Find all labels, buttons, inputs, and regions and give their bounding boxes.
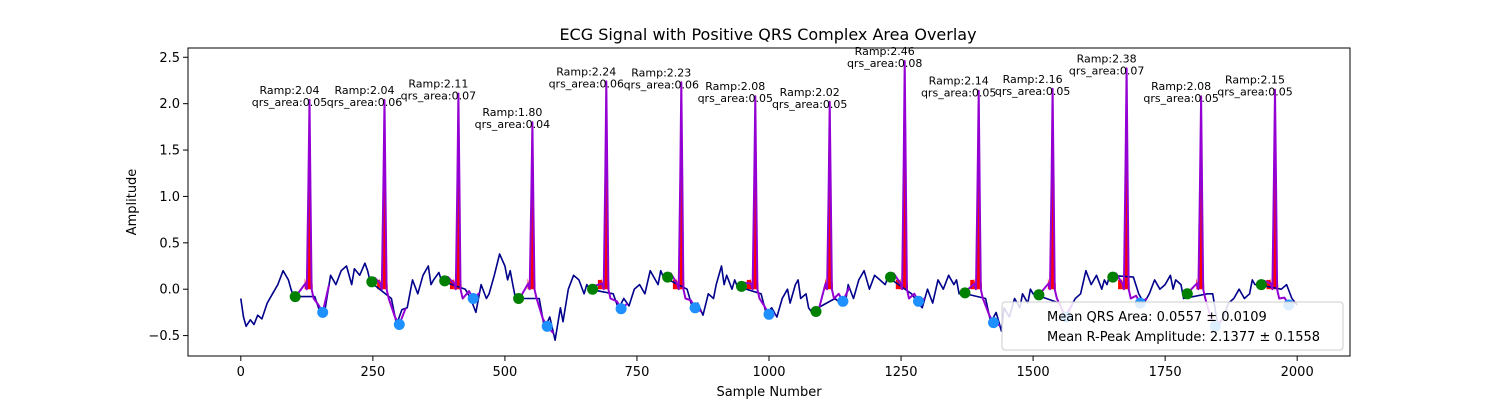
qrs-segment-12	[1112, 67, 1142, 304]
qrs-segment-9	[889, 60, 920, 302]
x-axis-title: Sample Number	[716, 385, 822, 400]
beat-label-ramp-1: Ramp:2.04	[259, 84, 319, 97]
q-point-marker-8	[810, 306, 822, 317]
beat-label-ramp-14: Ramp:2.15	[1225, 74, 1285, 87]
beat-label-qrs-area-14: qrs_area:0.05	[1217, 86, 1292, 99]
beat-label-qrs-area-10: qrs_area:0.05	[921, 87, 996, 100]
s-point-marker-3	[467, 293, 479, 304]
q-point-marker-7	[736, 280, 747, 292]
chart-title: ECG Signal with Positive QRS Complex Are…	[559, 25, 976, 44]
q-point-marker-5	[587, 283, 599, 295]
x-tick-label: 1000	[752, 365, 785, 380]
y-tick-label: −0.5	[148, 329, 180, 344]
beat-label-qrs-area-3: qrs_area:0.07	[401, 90, 476, 103]
y-tick-label: 1.0	[159, 190, 180, 205]
x-tick-label: 750	[625, 365, 650, 380]
y-tick-label: 0.5	[159, 236, 180, 251]
q-point-marker-3	[439, 275, 451, 287]
y-tick-label: 2.5	[159, 51, 180, 66]
y-tick-label: 1.5	[159, 144, 180, 159]
s-point-marker-5	[615, 303, 627, 315]
beat-label-qrs-area-5: qrs_area:0.06	[549, 77, 624, 90]
x-tick-label: 500	[492, 365, 517, 380]
y-axis: −0.5 0.0 0.5 1.0 1.5 2.0 2.5	[148, 51, 188, 344]
s-point-marker-10	[988, 317, 999, 329]
beat-label-qrs-area-2: qrs_area:0.06	[327, 96, 402, 109]
x-tick-label: 250	[360, 365, 385, 380]
beat-label-qrs-area-1: qrs_area:0.05	[252, 96, 327, 109]
beat-label-qrs-area-11: qrs_area:0.05	[995, 85, 1070, 98]
qrs-area-shoulder-14	[1266, 279, 1271, 290]
s-point-marker-8	[837, 295, 849, 307]
q-point-marker-1	[289, 291, 301, 303]
y-tick-label: 2.0	[159, 97, 180, 112]
s-point-marker-1	[317, 306, 329, 318]
qrs-segment-2	[371, 99, 401, 325]
qrs-area-shoulder-12	[1118, 279, 1122, 290]
qrs-segment-4	[517, 121, 549, 327]
q-point-marker-14	[1255, 279, 1267, 291]
legend-entry-r-peak: Mean R-Peak Amplitude: 2.1377 ± 0.1558	[1047, 330, 1320, 345]
beat-label-qrs-area-12: qrs_area:0.07	[1069, 64, 1144, 77]
beat-label-ramp-11: Ramp:2.16	[1003, 73, 1063, 86]
beat-label-qrs-area-7: qrs_area:0.05	[698, 92, 773, 105]
x-tick-label: 1750	[1149, 365, 1182, 380]
s-point-marker-6	[689, 302, 701, 314]
beat-label-qrs-area-4: qrs_area:0.04	[475, 118, 550, 131]
beat-label-qrs-area-6: qrs_area:0.06	[624, 78, 699, 91]
y-tick-label: 0.0	[159, 283, 180, 298]
qrs-area-shoulder-7	[746, 279, 751, 290]
beat-label-qrs-area-9: qrs_area:0.08	[847, 57, 922, 70]
beat-label-ramp-4: Ramp:1.80	[482, 106, 542, 119]
s-point-marker-9	[913, 295, 924, 307]
x-tick-label: 2000	[1281, 365, 1314, 380]
s-point-marker-7	[763, 308, 775, 320]
beat-label-qrs-area-8: qrs_area:0.05	[772, 98, 847, 111]
beat-label-ramp-13: Ramp:2.08	[1151, 80, 1211, 93]
beat-label-ramp-2: Ramp:2.04	[334, 84, 394, 97]
beat-label-ramp-12: Ramp:2.38	[1077, 52, 1137, 65]
q-point-marker-12	[1107, 271, 1119, 283]
q-point-marker-6	[662, 271, 674, 283]
beat-label-qrs-area-13: qrs_area:0.05	[1143, 92, 1218, 105]
beat-label-ramp-3: Ramp:2.11	[408, 78, 468, 91]
qrs-area-shoulder-6	[672, 279, 677, 290]
s-point-marker-2	[393, 319, 405, 330]
x-tick-label: 1250	[884, 365, 917, 380]
qrs-segment-1	[294, 99, 324, 313]
q-point-marker-11	[1033, 289, 1045, 301]
qrs-segment-10	[964, 89, 995, 324]
beat-label-ramp-10: Ramp:2.14	[929, 75, 989, 88]
qrs-segment-7	[740, 95, 770, 315]
q-point-marker-13	[1181, 288, 1193, 300]
x-tick-label: 0	[237, 365, 245, 380]
qrs-area-shoulder-2	[377, 279, 380, 290]
q-point-marker-9	[885, 271, 896, 283]
y-axis-title: Amplitude	[125, 169, 140, 236]
qrs-segment-6	[666, 81, 696, 309]
q-point-marker-10	[959, 287, 971, 299]
legend: Mean QRS Area: 0.0557 ± 0.0109 Mean R-Pe…	[1001, 301, 1344, 351]
plot-area: Ramp:2.04qrs_area:0.05Ramp:2.04qrs_area:…	[240, 45, 1298, 342]
x-axis: 0 250 500 750 1000 1250 1500 1750 2000	[237, 356, 1314, 380]
q-point-marker-4	[513, 293, 525, 304]
beat-label-ramp-6: Ramp:2.23	[631, 66, 691, 79]
beat-label-ramp-8: Ramp:2.02	[780, 86, 840, 99]
qrs-segment-8	[815, 100, 844, 313]
qrs-segment-5	[591, 80, 622, 310]
beat-labels: Ramp:2.04qrs_area:0.05Ramp:2.04qrs_area:…	[252, 45, 1293, 131]
legend-box	[1001, 301, 1344, 351]
qrs-segment-14	[1260, 88, 1290, 306]
x-tick-label: 1500	[1017, 365, 1050, 380]
q-point-marker-2	[366, 276, 378, 288]
beat-label-ramp-5: Ramp:2.24	[556, 65, 616, 78]
legend-entry-qrs-area: Mean QRS Area: 0.0557 ± 0.0109	[1047, 310, 1267, 325]
beat-label-ramp-7: Ramp:2.08	[705, 80, 765, 93]
qrs-segment-3	[443, 92, 475, 300]
s-point-marker-4	[541, 320, 553, 332]
